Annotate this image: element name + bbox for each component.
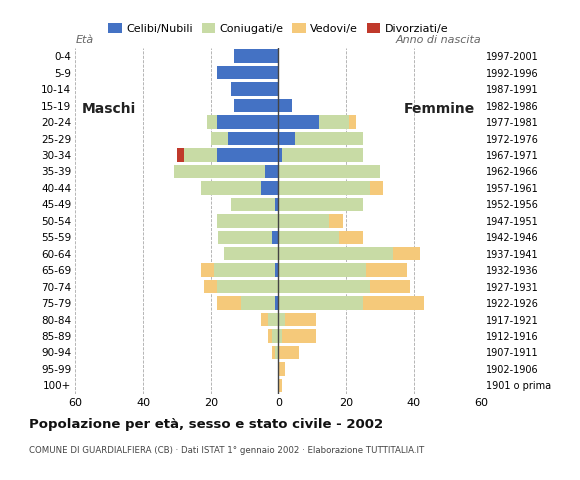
Bar (278, 115, 319, 129)
Bar (295, 132, 363, 145)
Bar (278, 181, 370, 194)
Bar (285, 313, 316, 326)
Bar (211, 132, 227, 145)
Bar (218, 115, 278, 129)
Text: Maschi: Maschi (82, 102, 136, 116)
Bar (262, 181, 278, 194)
Bar (231, 198, 275, 211)
Bar (278, 148, 282, 162)
Bar (201, 181, 262, 194)
Bar (207, 115, 218, 129)
Bar (234, 49, 278, 63)
Bar (339, 230, 363, 244)
Bar (349, 115, 356, 129)
Bar (218, 214, 278, 228)
Bar (278, 379, 282, 392)
Text: Femmine: Femmine (403, 102, 474, 116)
Bar (173, 165, 265, 178)
Bar (393, 247, 420, 261)
Bar (218, 296, 241, 310)
Bar (367, 264, 407, 277)
Text: Popolazione per età, sesso e stato civile - 2002: Popolazione per età, sesso e stato civil… (29, 418, 383, 431)
Bar (224, 247, 278, 261)
Bar (363, 296, 424, 310)
Bar (278, 329, 282, 343)
Bar (218, 280, 278, 293)
Bar (282, 148, 363, 162)
Bar (278, 198, 363, 211)
Bar (177, 148, 184, 162)
Bar (265, 165, 278, 178)
Bar (278, 296, 363, 310)
Bar (282, 329, 316, 343)
Bar (278, 214, 329, 228)
Bar (268, 329, 271, 343)
Bar (275, 346, 278, 359)
Text: Età: Età (75, 35, 93, 45)
Bar (218, 230, 271, 244)
Bar (370, 280, 411, 293)
Bar (278, 346, 299, 359)
Bar (204, 280, 218, 293)
Legend: Celibi/Nubili, Coniugati/e, Vedovi/e, Divorziati/e: Celibi/Nubili, Coniugati/e, Vedovi/e, Di… (104, 19, 453, 38)
Bar (278, 132, 295, 145)
Bar (268, 313, 278, 326)
Text: COMUNE DI GUARDIALFIERA (CB) · Dati ISTAT 1° gennaio 2002 · Elaborazione TUTTITA: COMUNE DI GUARDIALFIERA (CB) · Dati ISTA… (29, 446, 424, 456)
Bar (275, 198, 278, 211)
Bar (275, 264, 278, 277)
Bar (278, 230, 339, 244)
Bar (271, 346, 275, 359)
Bar (184, 148, 218, 162)
Bar (278, 99, 292, 112)
Bar (227, 132, 278, 145)
Bar (278, 362, 285, 376)
Bar (278, 264, 367, 277)
Text: Anno di nascita: Anno di nascita (396, 35, 481, 45)
Bar (278, 280, 370, 293)
Bar (278, 313, 285, 326)
Bar (275, 296, 278, 310)
Bar (234, 99, 278, 112)
Bar (201, 264, 214, 277)
Bar (231, 83, 278, 96)
Bar (271, 230, 278, 244)
Bar (278, 165, 380, 178)
Bar (262, 313, 268, 326)
Bar (214, 264, 275, 277)
Bar (218, 66, 278, 79)
Bar (271, 329, 278, 343)
Bar (370, 181, 383, 194)
Bar (218, 148, 278, 162)
Bar (329, 214, 343, 228)
Bar (278, 247, 393, 261)
Bar (241, 296, 275, 310)
Bar (319, 115, 349, 129)
